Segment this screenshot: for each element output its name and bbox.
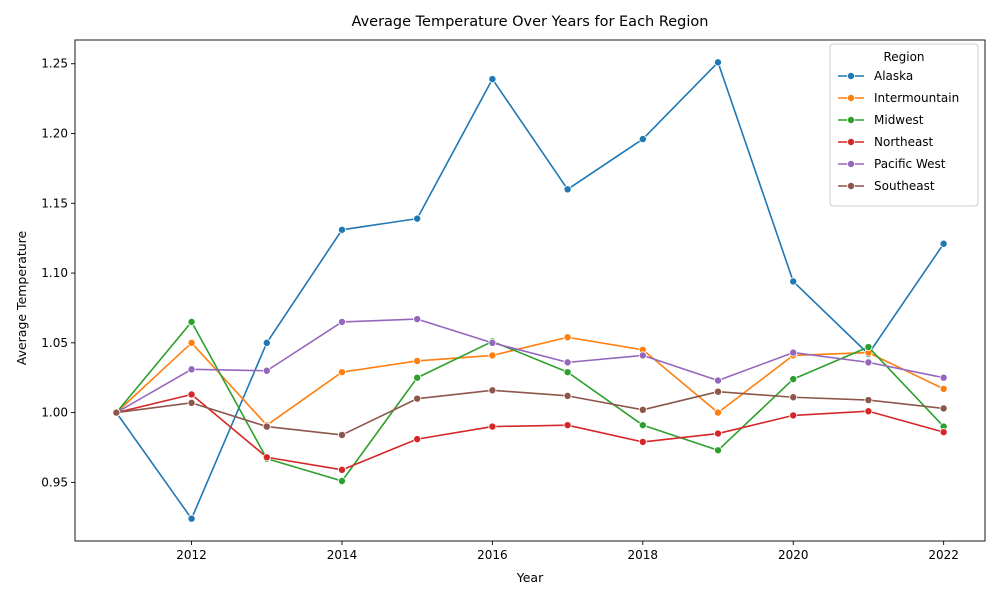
data-point-intermountain xyxy=(413,356,422,365)
data-point-southeast xyxy=(939,404,948,413)
legend-marker-alaska xyxy=(847,72,856,81)
data-point-pacific-west xyxy=(864,358,873,367)
data-point-northeast xyxy=(864,407,873,416)
axes-frame xyxy=(74,39,986,542)
legend: Region Alaska Intermountain Midwest Northeas… xyxy=(829,43,979,207)
x-tick-label: 2020 xyxy=(778,548,809,562)
chart-title: Average Temperature Over Years for Each … xyxy=(352,14,709,30)
data-point-northeast xyxy=(563,421,572,430)
data-point-midwest xyxy=(563,368,572,377)
x-tick-label: 2022 xyxy=(928,548,959,562)
legend-marker-northeast xyxy=(847,137,856,146)
data-point-northeast xyxy=(714,429,723,438)
data-point-northeast xyxy=(789,411,798,420)
data-point-intermountain xyxy=(187,338,196,347)
data-point-northeast xyxy=(262,453,271,462)
x-tick-label: 2012 xyxy=(176,548,207,562)
data-point-midwest xyxy=(337,476,346,485)
y-tick-label: 1.00 xyxy=(41,406,68,420)
legend-marker-southeast xyxy=(847,181,856,190)
data-point-southeast xyxy=(262,422,271,431)
data-point-southeast xyxy=(112,408,121,417)
data-point-midwest xyxy=(187,317,196,326)
data-point-southeast xyxy=(789,393,798,402)
series-line-southeast xyxy=(116,389,944,436)
legend-label-intermountain: Intermountain xyxy=(874,91,959,105)
y-tick-label: 0.95 xyxy=(41,475,68,489)
legend-label-northeast: Northeast xyxy=(874,135,934,149)
plot-area: 2012 2014 2016 2018 2020 2022 0.95 1.00 1.05 1.10… xyxy=(41,39,986,562)
x-tick-label: 2018 xyxy=(628,548,659,562)
data-point-pacific-west xyxy=(789,348,798,357)
data-point-pacific-west xyxy=(337,317,346,326)
data-point-southeast xyxy=(187,398,196,407)
data-point-pacific-west xyxy=(939,373,948,382)
data-point-northeast xyxy=(939,428,948,437)
data-point-alaska xyxy=(337,225,346,234)
data-point-midwest xyxy=(789,375,798,384)
data-point-alaska xyxy=(563,185,572,194)
data-point-alaska xyxy=(187,514,196,523)
data-point-pacific-west xyxy=(187,365,196,374)
data-point-alaska xyxy=(413,214,422,223)
series-line-northeast xyxy=(116,393,944,471)
x-axis-label: Year xyxy=(516,570,544,585)
y-axis-label: Average Temperature xyxy=(14,230,29,365)
data-point-northeast xyxy=(337,465,346,474)
data-point-northeast xyxy=(638,437,647,446)
data-point-intermountain xyxy=(714,408,723,417)
data-point-intermountain xyxy=(563,333,572,342)
y-tick-label: 1.05 xyxy=(41,336,68,350)
legend-label-alaska: Alaska xyxy=(874,69,913,83)
data-point-midwest xyxy=(638,421,647,430)
data-point-pacific-west xyxy=(413,315,422,324)
legend-marker-midwest xyxy=(847,116,856,125)
data-point-northeast xyxy=(187,390,196,399)
data-point-southeast xyxy=(413,394,422,403)
data-point-southeast xyxy=(714,387,723,396)
data-point-pacific-west xyxy=(638,351,647,360)
data-point-northeast xyxy=(413,435,422,444)
legend-label-midwest: Midwest xyxy=(874,113,924,127)
data-point-pacific-west xyxy=(262,366,271,375)
data-point-alaska xyxy=(262,338,271,347)
data-point-southeast xyxy=(638,405,647,414)
y-tick-label: 1.25 xyxy=(41,57,68,71)
legend-marker-pacific-west xyxy=(847,159,856,168)
data-point-southeast xyxy=(488,386,497,395)
data-point-pacific-west xyxy=(488,338,497,347)
x-tick-label: 2014 xyxy=(327,548,358,562)
legend-title: Region xyxy=(883,50,924,64)
series-line-midwest xyxy=(115,321,945,482)
y-tick-label: 1.10 xyxy=(41,266,68,280)
data-point-southeast xyxy=(864,396,873,405)
x-tick-label: 2016 xyxy=(477,548,508,562)
legend-label-southeast: Southeast xyxy=(874,179,935,193)
data-point-alaska xyxy=(939,239,948,248)
legend-box xyxy=(829,43,979,207)
y-tick-label: 1.15 xyxy=(41,196,68,210)
data-point-alaska xyxy=(789,277,798,286)
data-point-northeast xyxy=(488,422,497,431)
data-point-intermountain xyxy=(939,384,948,393)
data-point-southeast xyxy=(337,430,346,439)
data-point-midwest xyxy=(714,446,723,455)
y-tick-label: 1.20 xyxy=(41,127,68,141)
data-point-pacific-west xyxy=(714,376,723,385)
data-point-midwest xyxy=(413,373,422,382)
data-point-southeast xyxy=(563,391,572,400)
data-point-pacific-west xyxy=(563,358,572,367)
legend-marker-intermountain xyxy=(847,94,856,103)
data-point-alaska xyxy=(638,135,647,144)
series-line-pacific-west xyxy=(115,318,944,414)
data-point-intermountain xyxy=(488,351,497,360)
series-line-alaska xyxy=(115,61,945,520)
data-point-alaska xyxy=(714,58,723,67)
legend-label-pacific-west: Pacific West xyxy=(874,157,946,171)
data-point-intermountain xyxy=(337,368,346,377)
data-point-alaska xyxy=(488,75,497,84)
data-point-midwest xyxy=(864,343,873,352)
